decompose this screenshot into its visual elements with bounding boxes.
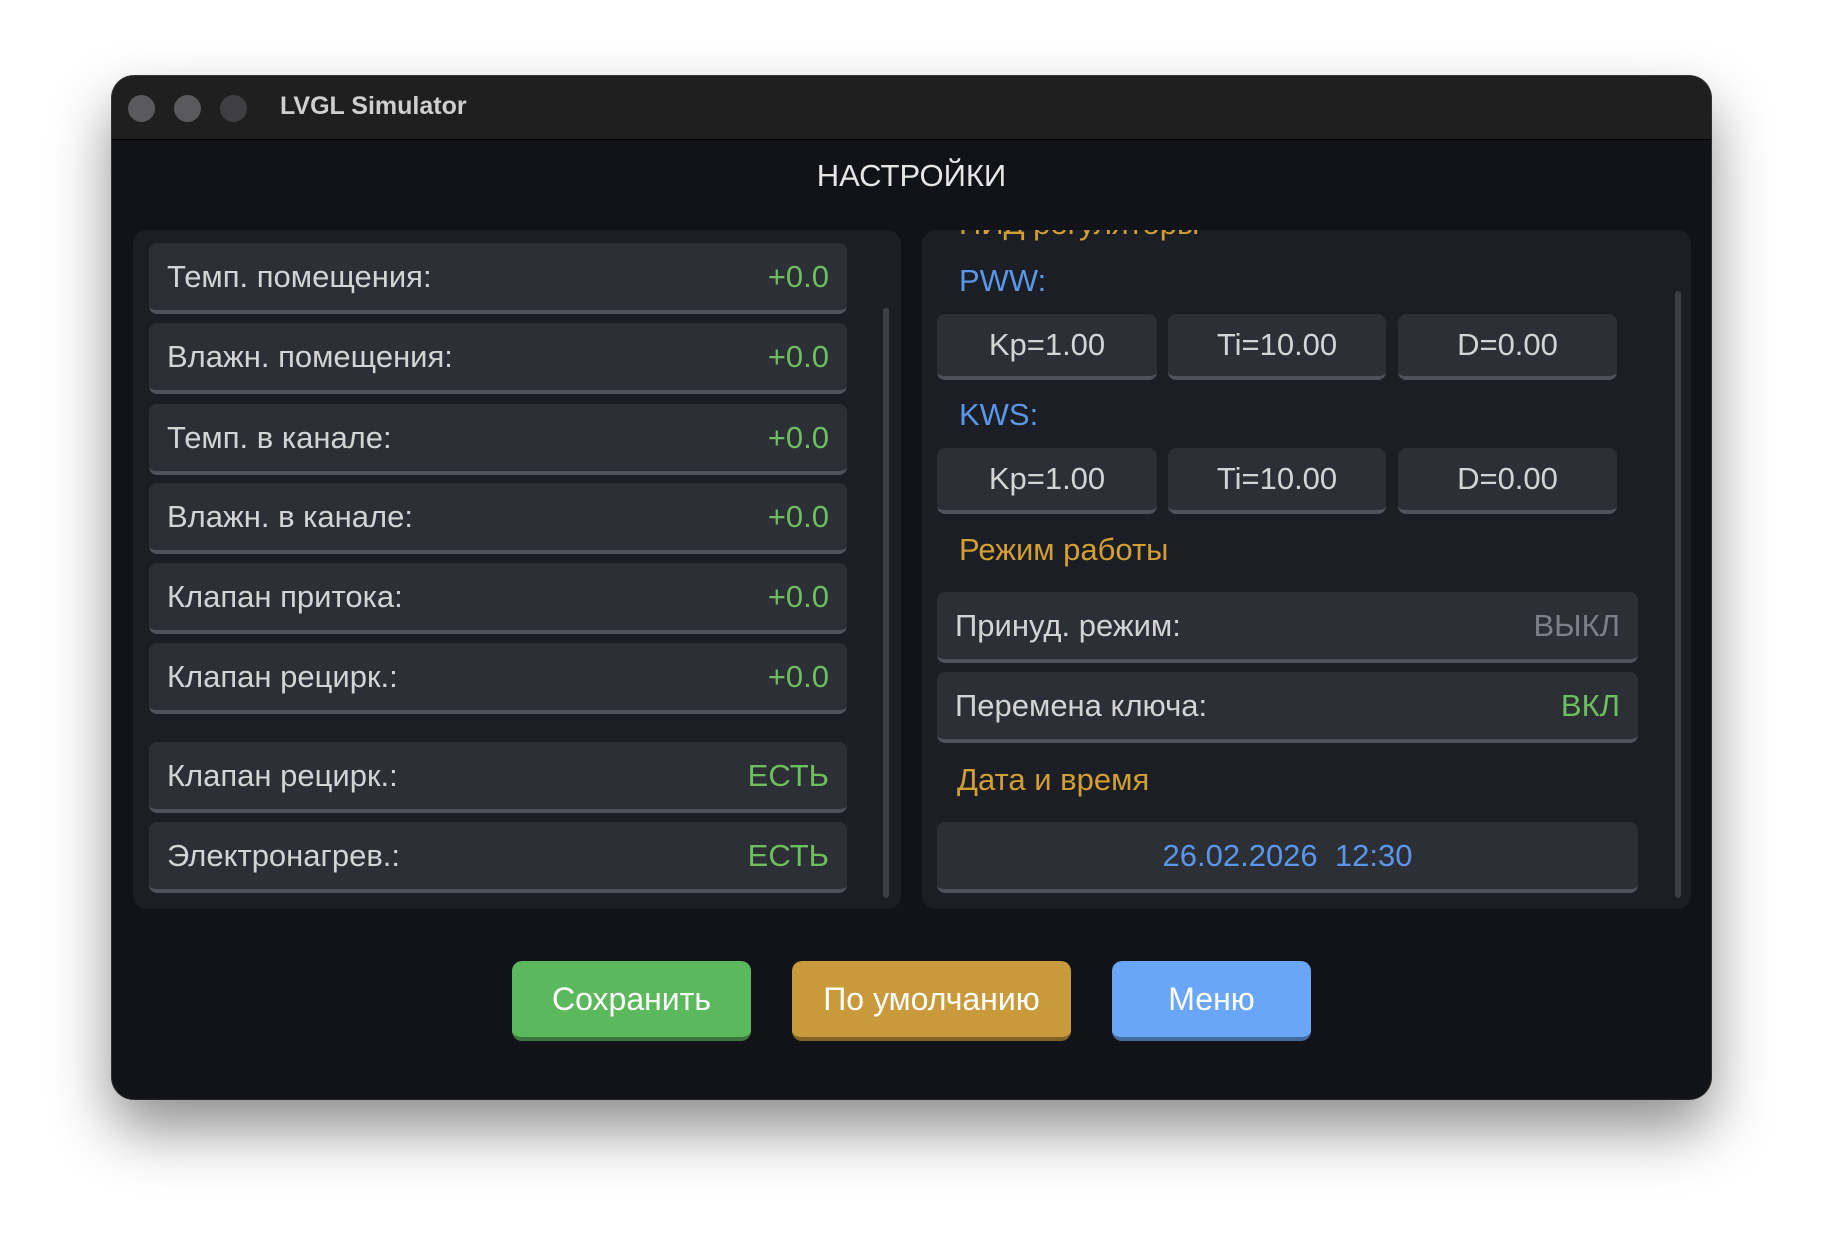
list-item[interactable]: Клапан рецирк.: +0.0 — [149, 643, 847, 714]
row-value: ЕСТЬ — [747, 838, 829, 873]
default-button[interactable]: По умолчанию — [792, 961, 1071, 1041]
simulator-window: LVGL Simulator НАСТРОЙКИ Темп. помещения… — [112, 76, 1711, 1099]
pww-d-button[interactable]: D=0.00 — [1398, 314, 1617, 380]
pww-kp-button[interactable]: Kp=1.00 — [937, 314, 1157, 380]
row-value: +0.0 — [767, 659, 829, 694]
kws-kp-button[interactable]: Kp=1.00 — [937, 448, 1157, 514]
row-label: Клапан притока: — [167, 579, 403, 614]
close-window-button[interactable] — [128, 95, 155, 122]
row-label: Влажн. в канале: — [167, 499, 413, 534]
row-label: Электронагрев.: — [167, 838, 401, 873]
save-button[interactable]: Сохранить — [512, 961, 751, 1041]
list-item[interactable]: Электронагрев.: ЕСТЬ — [149, 822, 847, 893]
list-item[interactable]: Клапан притока: +0.0 — [149, 563, 847, 634]
row-label: Перемена ключа: — [955, 688, 1208, 723]
kws-ti-button[interactable]: Ti=10.00 — [1168, 448, 1386, 514]
row-value: +0.0 — [767, 579, 829, 614]
forced-mode-row[interactable]: Принуд. режим: ВЫКЛ — [937, 592, 1638, 663]
mode-section-header: Режим работы — [959, 532, 1169, 567]
row-value: +0.0 — [767, 499, 829, 534]
list-item[interactable]: Влажн. в канале: +0.0 — [149, 483, 847, 554]
pid-section-header: ПИД регуляторы — [959, 230, 1199, 242]
calibration-panel[interactable]: Темп. помещения: +0.0 Влажн. помещения: +0… — [133, 230, 901, 909]
minimize-window-button[interactable] — [174, 95, 201, 122]
row-value: +0.0 — [767, 420, 829, 455]
row-label: Принуд. режим: — [955, 608, 1181, 643]
list-item[interactable]: Темп. в канале: +0.0 — [149, 404, 847, 475]
key-change-row[interactable]: Перемена ключа: ВКЛ — [937, 672, 1638, 743]
row-label: Клапан рецирк.: — [167, 659, 398, 694]
row-value: +0.0 — [767, 259, 829, 294]
scrollbar[interactable] — [883, 308, 889, 898]
datetime-value: 26.02.2026 12:30 — [1162, 838, 1413, 873]
page-title: НАСТРОЙКИ — [816, 158, 1007, 193]
kws-d-button[interactable]: D=0.00 — [1398, 448, 1617, 514]
row-label: Клапан рецирк.: — [167, 758, 398, 793]
zoom-window-button[interactable] — [220, 95, 247, 122]
menu-button[interactable]: Меню — [1112, 961, 1311, 1041]
scrollbar[interactable] — [1675, 291, 1681, 898]
row-value: +0.0 — [767, 339, 829, 374]
datetime-button[interactable]: 26.02.2026 12:30 — [937, 822, 1638, 893]
list-item[interactable]: Клапан рецирк.: ЕСТЬ — [149, 742, 847, 813]
kws-label: KWS: — [959, 397, 1039, 432]
row-value: ВКЛ — [1560, 688, 1620, 723]
row-value: ВЫКЛ — [1533, 608, 1620, 643]
regulators-panel[interactable]: ПИД регуляторы PWW: Kp=1.00 Ti=10.00 D=0… — [922, 230, 1691, 909]
row-label: Влажн. помещения: — [167, 339, 453, 374]
row-label: Темп. помещения: — [167, 259, 432, 294]
title-bar: LVGL Simulator — [112, 76, 1711, 140]
row-value: ЕСТЬ — [747, 758, 829, 793]
list-item[interactable]: Темп. помещения: +0.0 — [149, 243, 847, 314]
list-item[interactable]: Влажн. помещения: +0.0 — [149, 323, 847, 394]
datetime-section-header: Дата и время — [957, 762, 1150, 797]
row-label: Темп. в канале: — [167, 420, 392, 455]
window-title: LVGL Simulator — [280, 92, 467, 120]
pww-ti-button[interactable]: Ti=10.00 — [1168, 314, 1386, 380]
pww-label: PWW: — [959, 263, 1047, 298]
